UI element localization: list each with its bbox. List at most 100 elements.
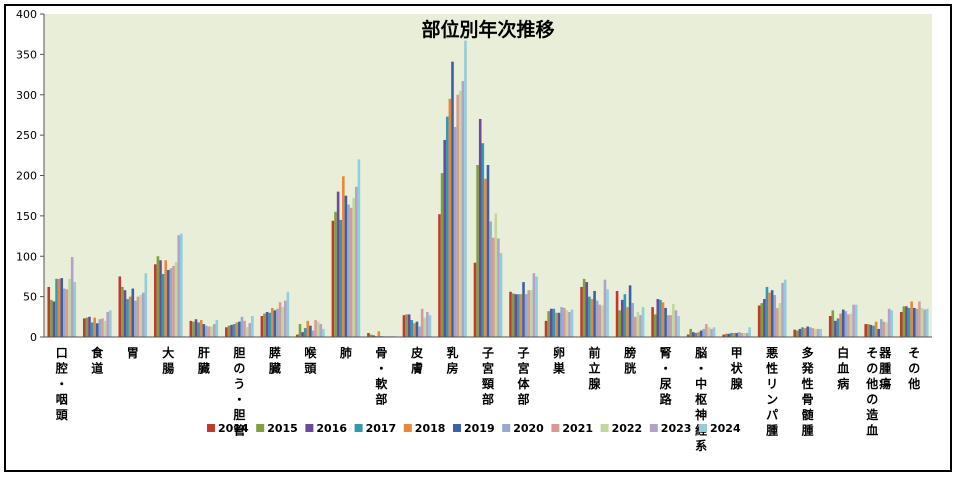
legend-swatch-2020 bbox=[502, 424, 511, 432]
bar-2021-3 bbox=[172, 265, 175, 337]
bar-2018-1 bbox=[93, 317, 96, 337]
bar-2014-24 bbox=[899, 311, 903, 337]
bar-2021-1 bbox=[101, 318, 104, 337]
y-tick-label: 250 bbox=[16, 129, 37, 142]
x-tick-label: 卵巣 bbox=[552, 345, 566, 376]
x-tick-label: 皮膚 bbox=[410, 345, 423, 376]
x-tick-label: 膀胱 bbox=[623, 345, 636, 376]
svg-text:腸: 腸 bbox=[162, 362, 174, 376]
bar-2024-23 bbox=[890, 310, 894, 337]
bar-2014-0 bbox=[47, 286, 51, 337]
bar-2024-1 bbox=[108, 310, 112, 337]
bar-2020-5 bbox=[240, 316, 244, 337]
bar-2021-2 bbox=[136, 296, 140, 338]
bar-2024-19 bbox=[748, 327, 751, 337]
bar-2020-15 bbox=[595, 300, 599, 337]
svg-text:腫: 腫 bbox=[802, 423, 814, 438]
bar-2016-6 bbox=[265, 311, 269, 337]
svg-text:造: 造 bbox=[866, 407, 879, 422]
bar-2023-4 bbox=[212, 324, 216, 337]
bar-2019-2 bbox=[131, 288, 135, 337]
bar-2017-2 bbox=[126, 299, 129, 337]
bar-2024-13 bbox=[535, 276, 538, 337]
x-tick-label: その他 bbox=[907, 346, 920, 391]
bar-2017-10 bbox=[410, 320, 414, 337]
bar-2014-10 bbox=[402, 315, 406, 337]
bar-2017-24 bbox=[907, 307, 911, 337]
svg-text:頭: 頭 bbox=[56, 408, 69, 422]
svg-text:宮: 宮 bbox=[482, 361, 494, 376]
bar-2014-23 bbox=[864, 324, 868, 337]
bar-2019-21 bbox=[806, 326, 809, 337]
legend-swatch-2015 bbox=[256, 424, 265, 432]
bar-2021-8 bbox=[349, 207, 353, 337]
bar-2015-20 bbox=[760, 303, 764, 337]
svg-text:肺: 肺 bbox=[340, 345, 352, 360]
bar-2017-17 bbox=[659, 299, 662, 337]
svg-text:腔: 腔 bbox=[55, 361, 68, 376]
bar-2014-22 bbox=[828, 316, 832, 337]
legend-swatch-2022 bbox=[600, 424, 609, 432]
bar-2021-21 bbox=[811, 328, 815, 337]
bar-2020-1 bbox=[98, 319, 102, 337]
bar-2024-0 bbox=[73, 282, 77, 337]
bar-2023-22 bbox=[852, 304, 855, 337]
svg-text:他: 他 bbox=[865, 376, 878, 391]
bar-2022-22 bbox=[849, 313, 853, 337]
bar-2018-0 bbox=[57, 278, 61, 337]
bar-2022-7 bbox=[316, 321, 320, 337]
bar-2021-10 bbox=[420, 308, 424, 337]
bar-2018-12 bbox=[484, 178, 487, 337]
bar-2015-7 bbox=[298, 324, 302, 337]
bar-2023-21 bbox=[816, 328, 820, 337]
bar-2016-24 bbox=[905, 306, 908, 337]
svg-text:そ: そ bbox=[908, 346, 920, 360]
bar-2018-2 bbox=[128, 296, 132, 338]
bar-2017-5 bbox=[232, 324, 236, 337]
bar-2020-20 bbox=[773, 295, 777, 337]
svg-text:喉: 喉 bbox=[304, 345, 317, 360]
x-tick-label: 前立腺 bbox=[589, 345, 602, 391]
bar-2020-14 bbox=[560, 307, 563, 337]
bar-2023-12 bbox=[497, 238, 500, 337]
bar-2024-11 bbox=[464, 40, 467, 338]
bar-2016-3 bbox=[159, 260, 162, 337]
bar-2020-24 bbox=[915, 308, 919, 337]
svg-text:腫: 腫 bbox=[879, 361, 891, 376]
svg-text:中: 中 bbox=[695, 376, 707, 391]
bar-2019-11 bbox=[451, 61, 454, 337]
svg-text:の: の bbox=[908, 362, 920, 376]
bar-2015-8 bbox=[334, 211, 337, 337]
bar-2020-0 bbox=[63, 288, 66, 337]
bar-2021-15 bbox=[598, 304, 602, 337]
svg-text:ン: ン bbox=[766, 393, 778, 407]
bar-2020-22 bbox=[844, 311, 848, 337]
x-tick-label: 乳房 bbox=[446, 345, 458, 376]
bar-2019-0 bbox=[60, 278, 64, 337]
bar-2014-5 bbox=[225, 327, 228, 337]
bar-2024-14 bbox=[570, 309, 574, 337]
y-tick-label: 0 bbox=[30, 331, 37, 344]
bar-2014-7 bbox=[296, 334, 299, 337]
bar-2016-23 bbox=[869, 324, 873, 337]
bar-2024-18 bbox=[712, 327, 716, 337]
y-tick-label: 300 bbox=[16, 89, 37, 102]
svg-text:道: 道 bbox=[91, 361, 103, 376]
svg-text:の: の bbox=[233, 362, 245, 376]
bar-2021-13 bbox=[527, 290, 531, 337]
y-tick-label: 100 bbox=[16, 250, 37, 263]
legend-swatch-2019 bbox=[453, 424, 461, 432]
bar-2022-24 bbox=[920, 307, 924, 337]
svg-text:系: 系 bbox=[695, 438, 707, 453]
svg-text:・: ・ bbox=[375, 362, 387, 376]
legend-label-2019: 2019 bbox=[464, 422, 495, 435]
svg-text:枢: 枢 bbox=[695, 392, 707, 407]
bar-2020-19 bbox=[737, 332, 741, 337]
bar-2015-11 bbox=[440, 173, 444, 337]
svg-text:子: 子 bbox=[518, 346, 530, 360]
bar-2021-19 bbox=[740, 332, 744, 337]
bar-2015-3 bbox=[156, 256, 160, 337]
bar-2022-21 bbox=[814, 328, 817, 337]
svg-text:脳: 脳 bbox=[695, 345, 707, 360]
bar-2016-12 bbox=[478, 118, 482, 337]
